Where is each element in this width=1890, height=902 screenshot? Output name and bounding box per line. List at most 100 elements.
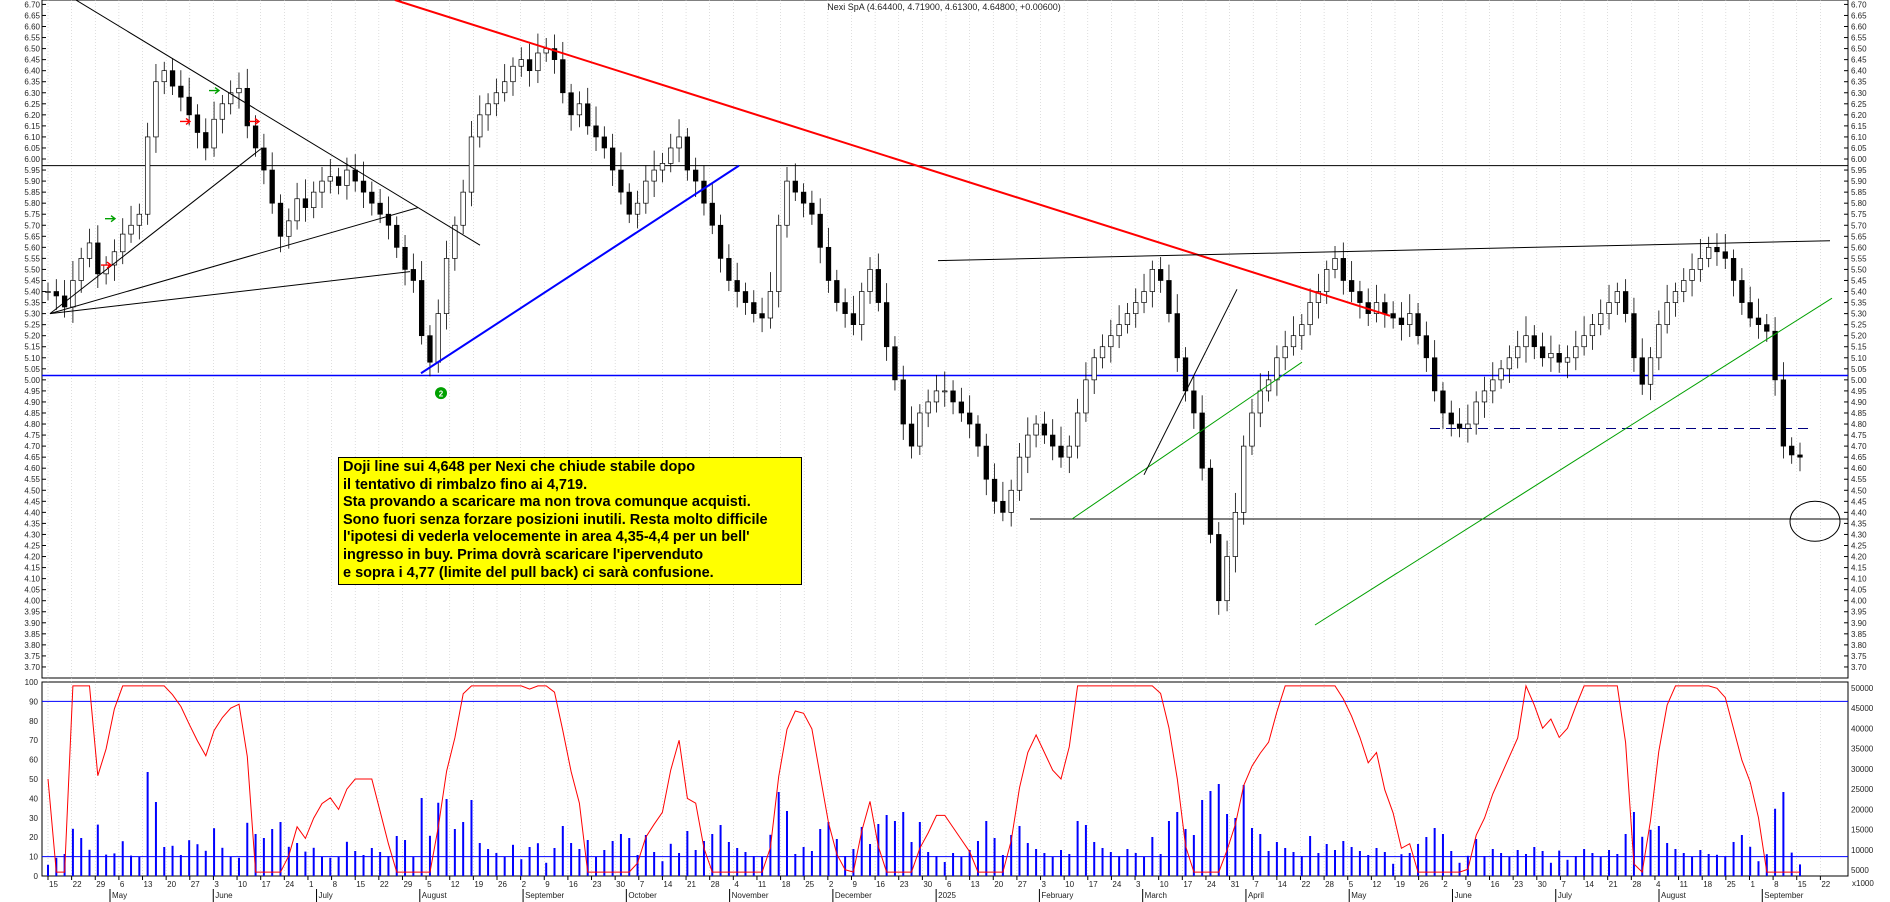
candle-body: [1274, 357, 1280, 381]
date-tick-label: 11: [1680, 880, 1689, 889]
candle-body: [1224, 556, 1230, 602]
price-tick-label: 3.70: [24, 663, 40, 672]
arrow-marker: [249, 117, 261, 126]
candle-body: [618, 169, 624, 193]
candle-body: [418, 280, 425, 337]
candle-body: [1166, 280, 1172, 314]
date-tick-label: 27: [191, 880, 200, 889]
price-tick-label: 5.65: [24, 232, 40, 241]
candle-body: [153, 81, 159, 138]
price-tick-label: 5.80: [24, 199, 40, 208]
candle-body: [950, 390, 956, 403]
volume-unit-label: x1000: [1852, 879, 1874, 888]
candle-body: [1232, 512, 1239, 557]
price-tick-label: 5.70: [1851, 221, 1867, 230]
candle-body: [1008, 489, 1014, 513]
candle-body: [120, 233, 126, 253]
arrow-marker: [209, 86, 221, 95]
price-tick-label: 4.10: [24, 575, 40, 584]
candle-body: [485, 103, 491, 116]
date-tick-label: 2: [1443, 880, 1448, 889]
candle-body: [78, 258, 84, 281]
price-tick-label: 6.65: [24, 11, 40, 20]
candle-body: [443, 258, 450, 314]
price-tick-label: 4.40: [1851, 508, 1867, 517]
candle-body: [859, 291, 865, 325]
date-tick-label: 18: [1703, 880, 1712, 889]
price-tick-label: 5.25: [1851, 321, 1867, 330]
candle-body: [1099, 346, 1106, 359]
price-tick-label: 4.35: [1851, 519, 1867, 528]
price-tick-label: 5.95: [1851, 166, 1867, 175]
date-tick-label: 14: [1585, 880, 1594, 889]
date-tick-label: 30: [1538, 880, 1547, 889]
date-tick-label: 16: [1491, 880, 1500, 889]
date-tick-label: 20: [994, 880, 1003, 889]
candle-body: [585, 103, 591, 127]
price-tick-label: 5.45: [1851, 276, 1867, 285]
candle-body: [510, 65, 516, 83]
candle-body: [1182, 357, 1189, 392]
candle-body: [1124, 313, 1131, 325]
candle-body: [792, 180, 798, 193]
date-tick-label: 15: [1798, 880, 1807, 889]
month-label: December: [835, 891, 872, 900]
candle-body: [1498, 368, 1504, 381]
volume-tick-label: 40000: [1851, 724, 1874, 733]
price-tick-label: 6.15: [1851, 122, 1867, 131]
date-tick-label: 24: [1207, 880, 1216, 889]
month-label: June: [1454, 891, 1472, 900]
price-tick-label: 3.95: [1851, 608, 1867, 617]
month-label: July: [319, 891, 333, 900]
candle-body: [1133, 302, 1139, 314]
candle-body: [45, 291, 51, 293]
candle-body: [1357, 291, 1363, 303]
candle-body: [1755, 317, 1762, 325]
candle-body: [385, 213, 392, 226]
candle-body: [1539, 346, 1546, 359]
date-tick-label: 17: [262, 880, 271, 889]
date-tick-label: 19: [474, 880, 483, 889]
candle-body: [776, 224, 782, 292]
price-tick-label: 3.95: [24, 608, 40, 617]
price-tick-label: 4.90: [1851, 398, 1867, 407]
candle-body: [327, 176, 333, 182]
candle-body: [1373, 302, 1380, 314]
price-axis-right: 6.70 6.65 6.60 6.55 6.50 6.45 6.40 6.35 6.30 6.25…: [1844, 0, 1867, 672]
month-label: February: [1041, 891, 1073, 900]
date-tick-label: 4: [1656, 880, 1661, 889]
price-tick-label: 3.90: [24, 619, 40, 628]
price-tick-label: 5.75: [24, 210, 40, 219]
month-label: November: [732, 891, 769, 900]
candle-body: [161, 70, 167, 83]
price-axis-left: 6.70 6.65 6.60 6.55 6.50 6.45 6.40 6.35 6.30 6.25…: [24, 0, 46, 672]
candle-body: [643, 180, 649, 204]
note-line: Sono fuori senza forzare posizioni inuti…: [343, 511, 768, 528]
candle-body: [1191, 390, 1197, 414]
price-tick-label: 6.05: [24, 144, 40, 153]
date-tick-label: 18: [782, 880, 791, 889]
price-tick-label: 6.70: [1851, 0, 1867, 9]
price-tick-label: 4.05: [1851, 586, 1867, 595]
candle-body: [1772, 330, 1778, 381]
black-fan-line: [49, 147, 263, 314]
price-tick-label: 5.85: [24, 188, 40, 197]
candle-body: [1216, 534, 1222, 602]
price-tick-label: 4.50: [24, 486, 40, 495]
candle-body: [1299, 324, 1305, 337]
date-tick-label: 7: [1561, 880, 1566, 889]
date-tick-label: 2: [522, 880, 527, 889]
price-tick-label: 6.20: [1851, 111, 1867, 120]
candle-body: [369, 191, 375, 204]
price-tick-label: 4.30: [1851, 530, 1867, 539]
candle-body: [518, 59, 524, 67]
candle-body: [1780, 379, 1787, 447]
candle-body: [1481, 390, 1488, 403]
candle-body: [203, 132, 209, 149]
candle-body: [751, 302, 757, 314]
date-tick-label: 12: [1372, 880, 1381, 889]
candle-body: [261, 147, 267, 171]
candle-body: [601, 136, 607, 149]
date-tick-label: 23: [900, 880, 909, 889]
month-label: May: [1351, 891, 1366, 900]
